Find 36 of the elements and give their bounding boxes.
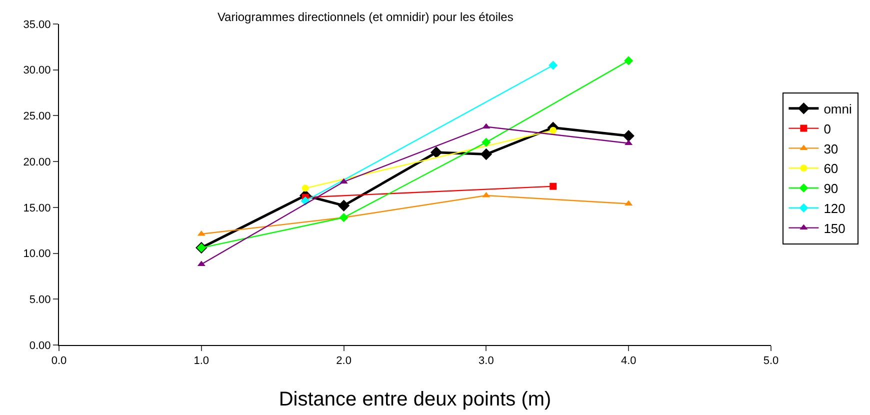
point bbox=[197, 260, 206, 266]
y-tick-label: 10.00 bbox=[23, 248, 51, 260]
legend-label: 60 bbox=[824, 161, 838, 176]
legend-label: 0 bbox=[824, 121, 831, 136]
point bbox=[480, 148, 492, 160]
x-tick-label: 2.0 bbox=[336, 355, 352, 368]
x-axis-title: Distance entre deux points (m) bbox=[278, 388, 552, 411]
point bbox=[624, 56, 634, 66]
x-tick-label: 5.0 bbox=[763, 355, 779, 368]
point bbox=[624, 200, 633, 206]
point bbox=[338, 200, 350, 212]
legend-label: 90 bbox=[824, 181, 838, 196]
point bbox=[339, 212, 348, 222]
y-tick-label: 30.00 bbox=[23, 64, 51, 77]
point bbox=[482, 138, 491, 147]
y-tick-label: 5.00 bbox=[29, 294, 51, 306]
legend-label: 30 bbox=[824, 141, 838, 156]
y-tick-label: 25.00 bbox=[23, 110, 51, 123]
y-tick-label: 20.00 bbox=[23, 156, 51, 168]
legend-label: omni bbox=[824, 101, 852, 116]
x-tick-label: 0.0 bbox=[51, 355, 67, 368]
point bbox=[550, 182, 557, 190]
legend-label: 120 bbox=[824, 200, 846, 216]
point bbox=[550, 126, 557, 134]
y-tick-label: 0.00 bbox=[29, 340, 51, 352]
point bbox=[622, 130, 634, 142]
legend-label: 150 bbox=[824, 220, 846, 236]
y-tick-label: 35.00 bbox=[23, 18, 51, 31]
x-tick-label: 1.0 bbox=[194, 355, 210, 368]
point bbox=[430, 146, 442, 158]
x-tick-label: 3.0 bbox=[478, 355, 494, 368]
point bbox=[302, 184, 309, 192]
x-tick-label: 4.0 bbox=[620, 355, 636, 368]
point bbox=[548, 60, 558, 70]
chart-title: Variogrammes directionnels (et omnidir) pour les étoiles bbox=[217, 10, 514, 24]
y-tick-label: 15.00 bbox=[23, 202, 51, 214]
